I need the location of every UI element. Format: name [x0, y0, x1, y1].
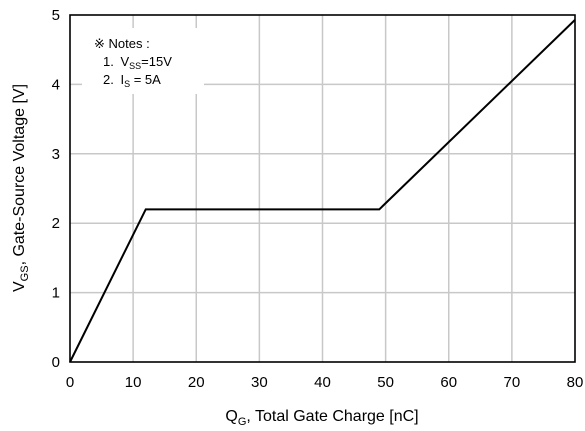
y-tick-label: 0 [52, 354, 60, 371]
plot-frame [69, 14, 576, 363]
y-tick-label: 2 [52, 215, 60, 232]
notes-box: ※ Notes : 1. VSS=15V 2. IS = 5A [82, 28, 204, 94]
notes-title: ※ Notes : [94, 36, 150, 51]
x-tick-label: 80 [567, 374, 584, 391]
x-axis-title: QG, Total Gate Charge [nC] [225, 408, 418, 428]
note-1: 1. VSS=15V [103, 54, 172, 71]
y-axis-title: VGS, Gate-Source Voltage [V] [11, 84, 31, 292]
notes-background [82, 28, 204, 94]
x-tick-label: 40 [314, 374, 331, 391]
y-tick-label: 3 [52, 146, 60, 163]
x-tick-label: 30 [251, 374, 268, 391]
gate-charge-line [69, 19, 576, 363]
x-tick-label: 50 [377, 374, 394, 391]
x-tick-label: 70 [504, 374, 521, 391]
x-tick-label: 10 [125, 374, 142, 391]
x-tick-label: 20 [188, 374, 205, 391]
y-tick-label: 1 [52, 285, 60, 302]
y-tick-label: 5 [52, 7, 60, 24]
x-tick-labels: 0 10 20 30 40 50 60 70 80 [66, 374, 584, 391]
series-layer [69, 19, 576, 363]
y-tick-labels: 0 1 2 3 4 5 [52, 7, 60, 371]
y-tick-label: 4 [52, 76, 60, 93]
x-tick-label: 0 [66, 374, 74, 391]
note-2: 2. IS = 5A [103, 72, 161, 89]
x-tick-label: 60 [440, 374, 457, 391]
